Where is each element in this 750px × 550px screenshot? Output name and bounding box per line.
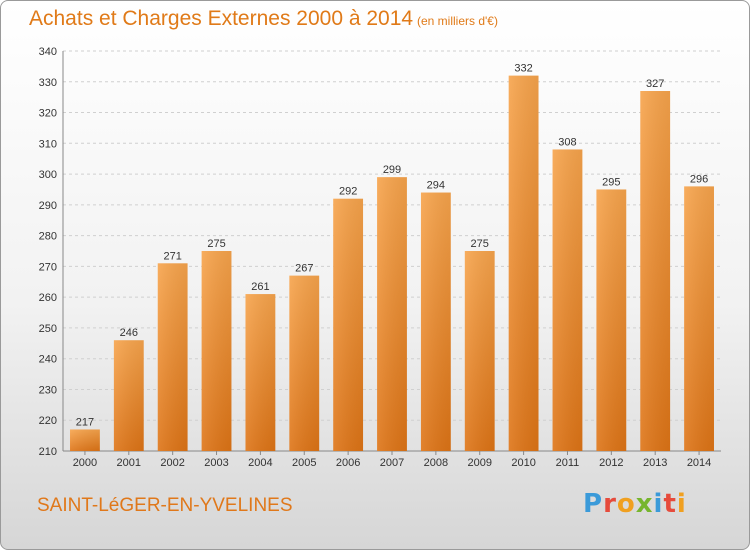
logo-letter: t	[663, 489, 677, 519]
proxiti-logo: Proxiti	[583, 489, 687, 519]
data-labels: 217 246 271 275 261 267 292 299 294 275 332 308 295 3…	[76, 63, 708, 429]
y-tick-label: 230	[39, 384, 57, 396]
data-label: 332	[514, 63, 532, 75]
bar-shade	[289, 275, 320, 451]
y-tick-label: 270	[39, 261, 57, 273]
data-label: 261	[251, 281, 269, 293]
bar-shade	[157, 263, 188, 451]
data-label: 299	[383, 164, 401, 176]
data-label: 308	[558, 136, 576, 148]
x-tick-label: 2000	[73, 457, 97, 469]
y-tick-label: 250	[39, 323, 57, 335]
chart-subtitle: (en milliers d'€)	[417, 14, 498, 28]
bar-shade	[464, 251, 495, 451]
y-tick-label: 320	[39, 108, 57, 120]
bar-shade	[508, 75, 539, 451]
y-tick-label: 240	[39, 354, 57, 366]
x-tick-label: 2007	[380, 457, 404, 469]
bar-shade	[333, 198, 364, 451]
y-tick-label: 260	[39, 292, 57, 304]
x-tick-label: 2004	[248, 457, 272, 469]
x-tick-label: 2009	[467, 457, 491, 469]
logo-letter: i	[676, 489, 687, 519]
logo-letter: P	[583, 489, 604, 519]
x-tick-label: 2003	[204, 457, 228, 469]
y-tick-label: 220	[39, 415, 57, 427]
data-label: 327	[646, 78, 664, 90]
bar-shade	[70, 429, 100, 451]
data-label: 271	[163, 250, 181, 262]
x-tick-label: 2006	[336, 457, 360, 469]
y-tick-label: 280	[39, 231, 57, 243]
bars	[70, 75, 714, 452]
x-tick-label: 2005	[292, 457, 316, 469]
logo-letter: o	[616, 489, 636, 519]
y-tick-label: 330	[39, 77, 57, 89]
logo-letter: i	[653, 489, 664, 519]
y-tick-label: 310	[39, 138, 57, 150]
bar-shade	[113, 340, 144, 451]
data-label: 246	[120, 327, 138, 339]
x-tick-label: 2010	[511, 457, 535, 469]
x-tick-label: 2001	[117, 457, 141, 469]
data-label: 296	[690, 173, 708, 185]
logo-letter: r	[603, 489, 617, 519]
bar-shade	[684, 186, 714, 451]
bar-shade	[245, 294, 276, 451]
bar-shade	[596, 189, 627, 451]
data-label: 217	[76, 416, 94, 428]
x-tick-label: 2002	[160, 457, 184, 469]
x-tick-label: 2008	[424, 457, 448, 469]
x-tick-label: 2011	[556, 457, 580, 469]
x-tick-label: 2014	[687, 457, 711, 469]
y-tick-label: 300	[39, 169, 57, 181]
data-label: 275	[207, 238, 225, 250]
data-label: 294	[427, 180, 445, 192]
data-label: 275	[471, 238, 489, 250]
y-tick-label: 340	[39, 46, 57, 58]
y-tick-label: 210	[39, 446, 57, 458]
commune-name: SAINT-LéGER-EN-YVELINES	[37, 495, 293, 516]
x-tick-label: 2013	[643, 457, 667, 469]
data-label: 292	[339, 186, 357, 198]
y-tick-label: 290	[39, 200, 57, 212]
data-label: 295	[602, 176, 620, 188]
bar-shade	[640, 91, 671, 451]
data-label: 267	[295, 263, 313, 275]
x-tick-label: 2012	[599, 457, 623, 469]
bar-shade	[201, 251, 232, 451]
chart-title: Achats et Charges Externes 2000 à 2014	[29, 7, 414, 30]
logo-letter: x	[635, 489, 654, 519]
bar-shade	[552, 149, 583, 451]
bar-shade	[420, 192, 451, 452]
bar-shade	[377, 177, 407, 451]
